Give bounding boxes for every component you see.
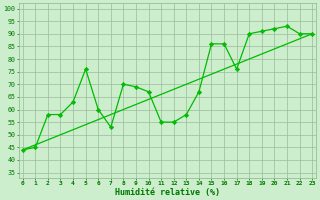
X-axis label: Humidité relative (%): Humidité relative (%): [115, 188, 220, 197]
